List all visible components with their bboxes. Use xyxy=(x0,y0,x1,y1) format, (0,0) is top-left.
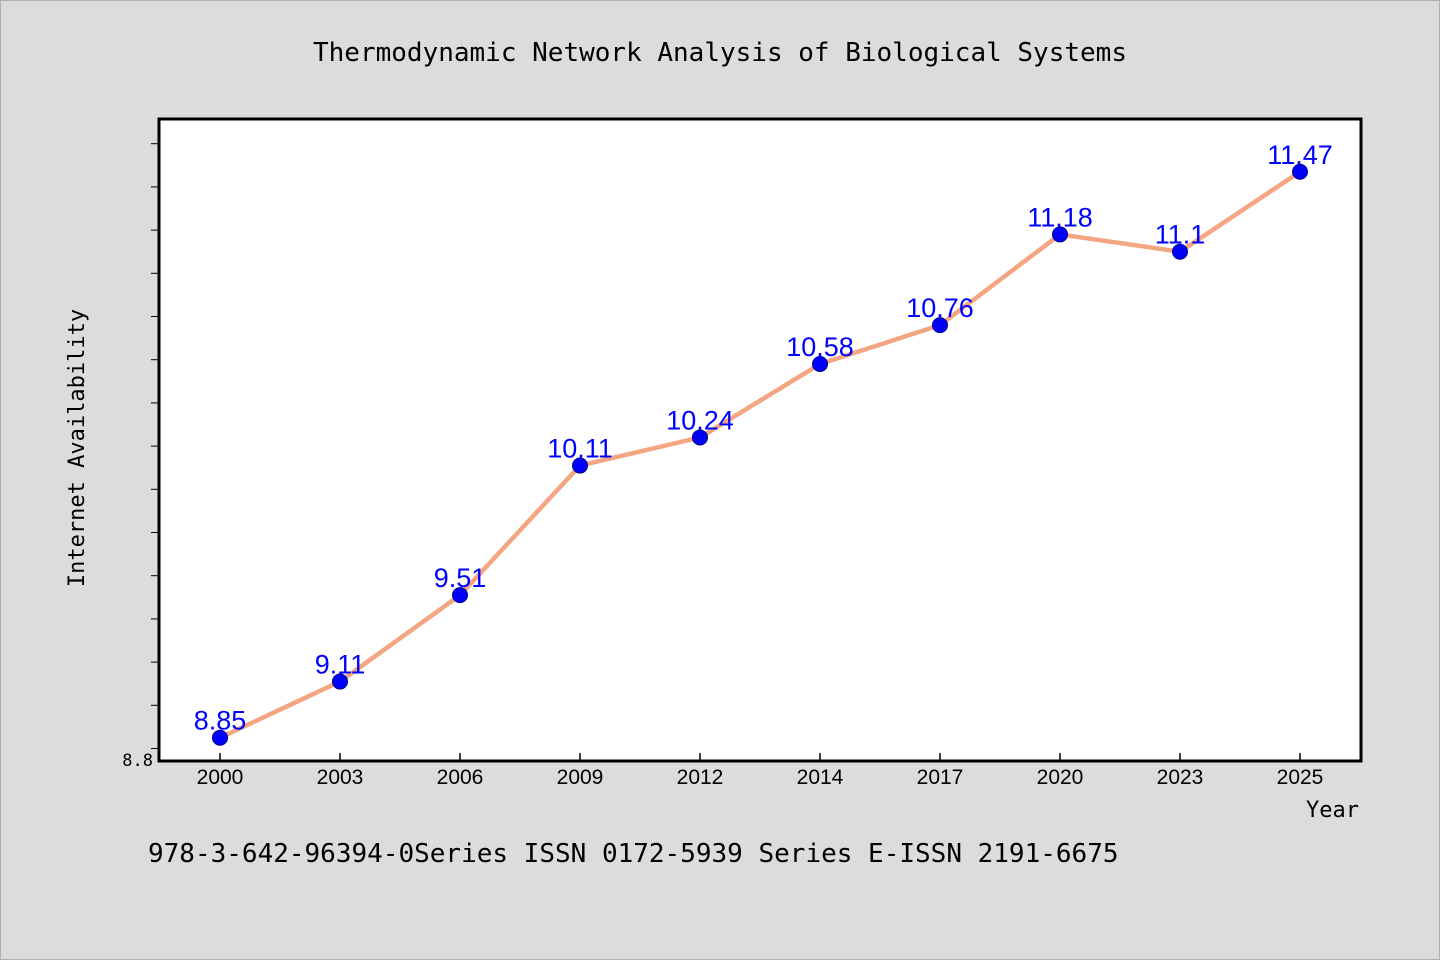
data-point-marker xyxy=(692,429,708,446)
data-point-marker xyxy=(932,317,948,334)
y-axis-label: Internet Availability xyxy=(65,309,90,587)
data-label: 10.11 xyxy=(547,434,613,464)
x-axis-ticks: 2000 2003 2006 2009 2012 2014 2017 2020 2023 2025 xyxy=(197,753,1324,789)
x-tick-label: 2014 xyxy=(797,766,844,789)
data-label: 10.24 xyxy=(666,405,734,435)
data-label: 11.47 xyxy=(1267,140,1333,170)
x-tick-label: 2023 xyxy=(1157,766,1204,789)
data-point-marker xyxy=(1292,163,1308,180)
x-tick-label: 2003 xyxy=(317,766,364,789)
data-point-marker xyxy=(1172,243,1188,260)
data-label: 11.1 xyxy=(1155,220,1206,250)
data-point-marker xyxy=(212,729,228,746)
series-line xyxy=(217,169,1303,740)
x-tick-label: 2020 xyxy=(1037,766,1084,789)
data-point-marker xyxy=(572,457,588,474)
series-layer xyxy=(212,163,1308,746)
x-axis-label: Year xyxy=(1306,798,1359,823)
y-tick-label: 8.8 xyxy=(122,751,153,771)
x-tick-label: 2009 xyxy=(557,766,604,789)
footer-isbn-text: 978-3-642-96394-0Series ISSN 0172-5939 S… xyxy=(148,839,1119,869)
y-axis-ticks: 8.8 xyxy=(122,143,159,771)
data-label: 9.51 xyxy=(434,563,487,593)
data-label: 11.18 xyxy=(1027,202,1093,232)
data-label: 8.85 xyxy=(194,706,247,736)
plot-area xyxy=(157,117,1363,763)
x-tick-label: 2012 xyxy=(677,766,724,789)
data-point-marker xyxy=(812,356,828,373)
data-label: 10.76 xyxy=(906,293,974,323)
data-label: 9.11 xyxy=(315,650,366,680)
x-tick-label: 2025 xyxy=(1277,766,1324,789)
x-tick-label: 2000 xyxy=(197,766,244,789)
data-point-marker xyxy=(452,587,468,604)
data-point-marker xyxy=(332,673,348,690)
data-label-layer: 8.85 9.11 9.51 10.11 10.24 10.58 10.76 11.18 11.… xyxy=(194,140,1333,736)
x-tick-label: 2017 xyxy=(917,766,964,789)
chart-title: Thermodynamic Network Analysis of Biolog… xyxy=(313,38,1127,68)
x-tick-label: 2006 xyxy=(437,766,484,789)
data-label: 10.58 xyxy=(786,332,854,362)
data-point-marker xyxy=(1052,226,1068,243)
